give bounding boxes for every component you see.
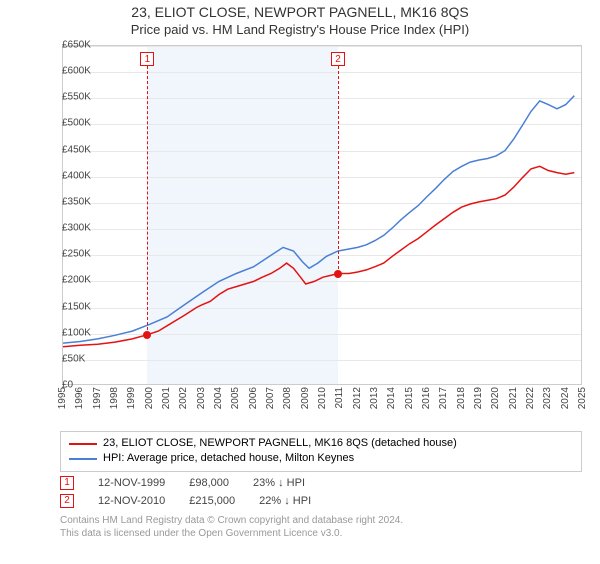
x-axis-label: 2007 [265,387,276,409]
x-axis-label: 2008 [282,387,293,409]
x-axis-label: 2021 [508,387,519,409]
chart-container: 23, ELIOT CLOSE, NEWPORT PAGNELL, MK16 8… [0,4,600,564]
x-axis-label: 2004 [213,387,224,409]
x-axis-label: 2012 [352,387,363,409]
x-axis-label: 2025 [577,387,588,409]
x-axis-label: 1995 [57,387,68,409]
legend-swatch [69,443,97,445]
sale-price: £215,000 [189,495,235,507]
x-axis-label: 2015 [404,387,415,409]
sale-date: 12-NOV-1999 [98,477,165,489]
sale-delta: 22% ↓ HPI [259,495,311,507]
chart-lines [63,46,582,385]
chart-area: 12£0£50K£100K£150K£200K£250K£300K£350K£4… [22,45,582,425]
x-axis-label: 2001 [161,387,172,409]
sale-marker-icon: 1 [60,476,74,490]
page-title: 23, ELIOT CLOSE, NEWPORT PAGNELL, MK16 8… [0,4,600,20]
sale-marker: 1 [140,52,154,66]
x-axis-label: 2023 [542,387,553,409]
sale-marker: 2 [331,52,345,66]
legend-label: 23, ELIOT CLOSE, NEWPORT PAGNELL, MK16 8… [103,436,457,451]
x-axis-label: 1996 [74,387,85,409]
x-axis-label: 2006 [248,387,259,409]
x-axis-label: 2016 [421,387,432,409]
sale-vline [147,66,148,335]
x-axis-label: 2009 [300,387,311,409]
x-axis-label: 1997 [92,387,103,409]
x-axis-label: 2010 [317,387,328,409]
x-axis-label: 2002 [178,387,189,409]
series-price_paid [63,166,574,346]
x-axis-label: 2019 [473,387,484,409]
x-axis-label: 2024 [560,387,571,409]
sale-vline [338,66,339,274]
sale-marker-icon: 2 [60,494,74,508]
x-axis-label: 2013 [369,387,380,409]
sale-row: 2 12-NOV-2010 £215,000 22% ↓ HPI [60,494,582,508]
x-axis-label: 2003 [196,387,207,409]
sale-row: 1 12-NOV-1999 £98,000 23% ↓ HPI [60,476,582,490]
series-hpi [63,96,574,343]
x-axis-label: 2020 [490,387,501,409]
sale-price: £98,000 [189,477,229,489]
legend: 23, ELIOT CLOSE, NEWPORT PAGNELL, MK16 8… [60,431,582,472]
x-axis-label: 1999 [126,387,137,409]
sale-date: 12-NOV-2010 [98,495,165,507]
sale-delta: 23% ↓ HPI [253,477,305,489]
x-axis-label: 2005 [230,387,241,409]
plot-area: 12 [62,45,582,385]
legend-label: HPI: Average price, detached house, Milt… [103,451,354,466]
page-subtitle: Price paid vs. HM Land Registry's House … [0,22,600,37]
footnote: Contains HM Land Registry data © Crown c… [60,514,582,540]
x-axis-label: 1998 [109,387,120,409]
sale-dot [334,270,342,278]
legend-item: HPI: Average price, detached house, Milt… [69,451,573,466]
x-axis-label: 2000 [144,387,155,409]
legend-swatch [69,458,97,460]
x-axis-label: 2017 [438,387,449,409]
x-axis-label: 2018 [456,387,467,409]
x-axis-label: 2014 [386,387,397,409]
x-axis-label: 2022 [525,387,536,409]
legend-item: 23, ELIOT CLOSE, NEWPORT PAGNELL, MK16 8… [69,436,573,451]
x-axis-label: 2011 [334,387,345,409]
